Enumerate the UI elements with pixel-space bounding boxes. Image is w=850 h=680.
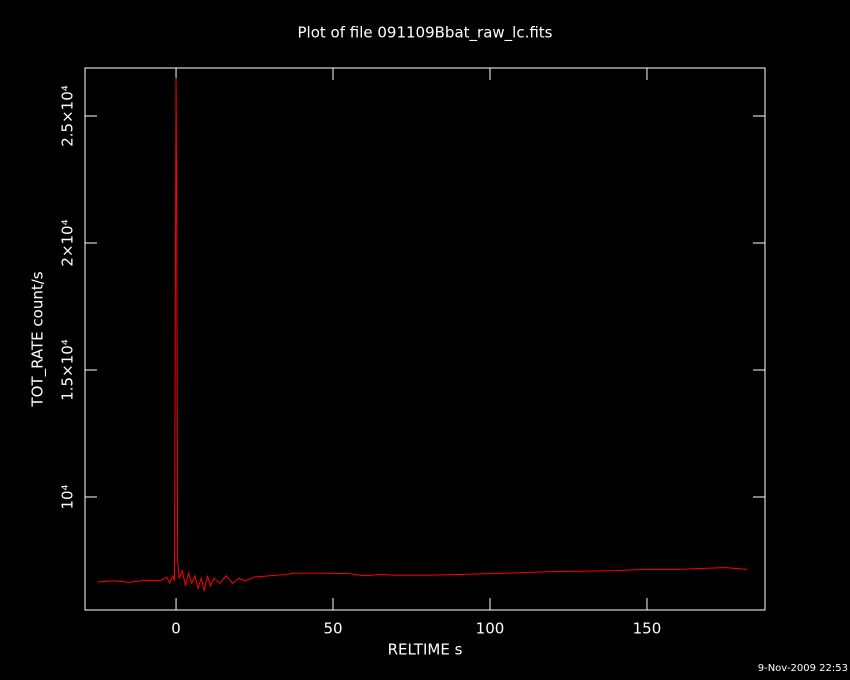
data-line: [97, 77, 748, 592]
plot-frame: [84, 67, 766, 611]
x-tick-label: 100: [476, 620, 505, 638]
y-tick-label: 2.5×10⁴: [59, 85, 77, 147]
y-tick-label: 10⁴: [59, 484, 77, 509]
x-tick-label: 0: [171, 620, 181, 638]
x-axis-label: RELTIME s: [388, 641, 463, 659]
x-tick-label: 50: [323, 620, 342, 638]
y-axis-label: TOT_RATE count/s: [29, 271, 48, 407]
chart-title: Plot of file 091109Bbat_raw_lc.fits: [298, 24, 553, 43]
timestamp: 9-Nov-2009 22:53: [758, 663, 848, 674]
y-tick-label: 2×10⁴: [59, 219, 77, 266]
y-tick-label: 1.5×10⁴: [59, 339, 77, 401]
x-tick-label: 150: [633, 620, 662, 638]
